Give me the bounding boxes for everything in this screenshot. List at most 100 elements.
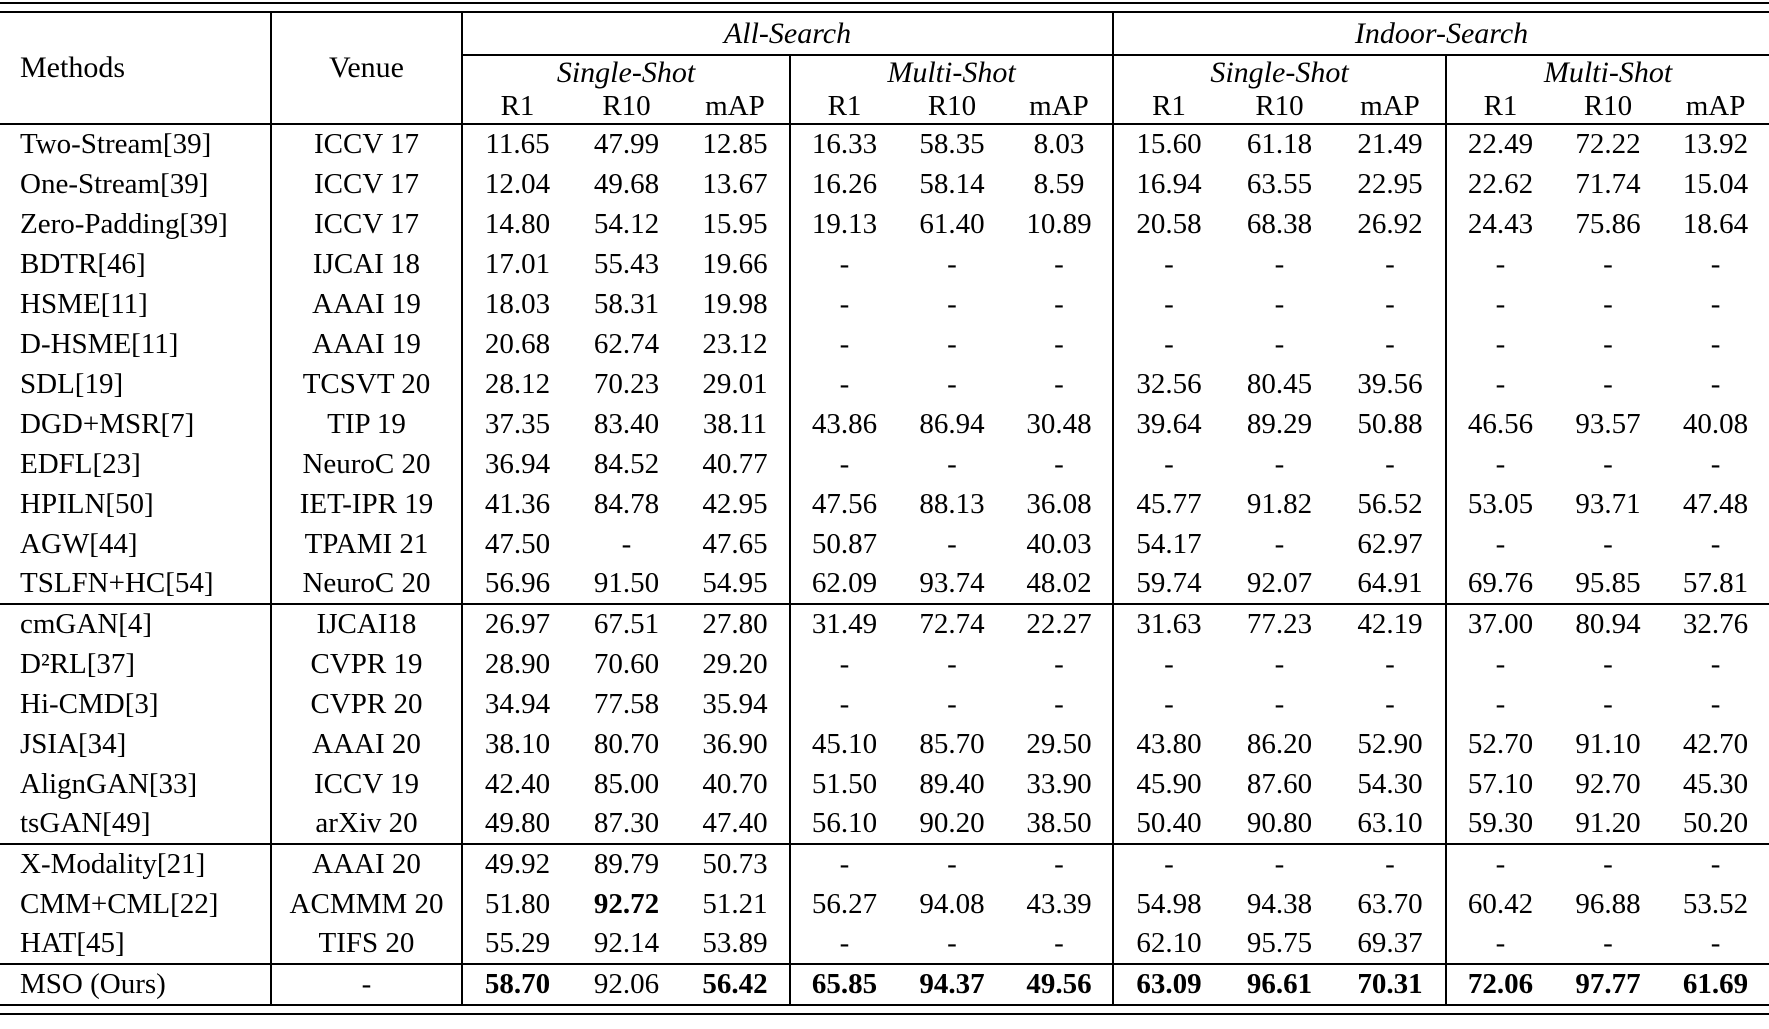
- value-cell: 53.52: [1682, 887, 1749, 920]
- value-cell: 72.06: [1446, 963, 1554, 1004]
- value-cell: -: [621, 527, 632, 560]
- value-cell: 42.19: [1335, 603, 1447, 644]
- value-cell: -: [1274, 247, 1285, 280]
- metric-header-r10: R10: [572, 90, 681, 125]
- value-cell: 8.59: [1006, 164, 1114, 204]
- method-cell: One-Stream[39]: [0, 164, 272, 204]
- value-cell: 17.01: [484, 247, 551, 280]
- value-cell: 70.60: [593, 647, 660, 680]
- value-cell: -: [839, 367, 850, 400]
- value-cell: -: [947, 247, 957, 280]
- value-cell: 45.90: [1136, 767, 1202, 800]
- table-row: tsGAN[49] arXiv 20 49.80 87.30 47.40 56.10 90.…: [0, 804, 1769, 844]
- value-cell: 59.74: [1136, 567, 1202, 599]
- value-cell: 29.50: [1006, 724, 1114, 764]
- value-cell: 15.04: [1682, 167, 1749, 200]
- value-cell: 56.10: [811, 807, 878, 839]
- method-cell: BDTR[46]: [0, 244, 272, 284]
- method-cell: Two-Stream[39]: [0, 123, 272, 164]
- method-cell: TSLFN+HC[54]: [0, 564, 272, 604]
- value-cell: -: [1710, 527, 1721, 560]
- value-cell: 91.82: [1246, 487, 1313, 520]
- value-cell: -: [1495, 287, 1506, 320]
- results-table-body: Two-Stream[39] ICCV 17 11.65 47.99 12.85 16.3…: [0, 123, 1769, 1004]
- value-cell: 92.07: [1246, 567, 1313, 599]
- venue-cell: AAAI 19: [271, 284, 463, 324]
- value-cell: 54.98: [1136, 887, 1202, 920]
- value-cell: 47.50: [484, 527, 551, 560]
- value-cell: 50.40: [1136, 807, 1202, 839]
- value-cell: 62.09: [811, 567, 878, 599]
- value-cell: -: [1224, 843, 1335, 884]
- metric-header-map: mAP: [1335, 90, 1447, 125]
- method-cell: tsGAN[49]: [0, 804, 272, 844]
- value-cell: -: [947, 647, 957, 680]
- venue-cell: CVPR 20: [271, 684, 463, 724]
- value-cell: -: [839, 287, 850, 320]
- table-row: D²RL[37] CVPR 19 28.90 70.60 29.20 - - - - - - - - -: [0, 644, 1769, 684]
- value-cell: -: [1006, 244, 1114, 284]
- value-cell: 92.14: [593, 927, 660, 959]
- value-cell: 45.10: [811, 727, 878, 760]
- value-cell: -: [1710, 327, 1721, 360]
- group-header-indoor-search: Indoor-Search: [1354, 16, 1529, 50]
- value-cell: 86.94: [919, 407, 985, 440]
- value-cell: 95.75: [1246, 927, 1313, 959]
- venue-cell: ICCV 17: [271, 204, 463, 244]
- table-row: D-HSME[11] AAAI 19 20.68 62.74 23.12 - - - - - - - -…: [0, 324, 1769, 364]
- value-cell: 40.70: [681, 764, 791, 804]
- table-row: HPILN[50] IET-IPR 19 41.36 84.78 42.95 47.56 8…: [0, 484, 1769, 524]
- value-cell: -: [947, 687, 957, 720]
- value-cell: 21.49: [1335, 123, 1447, 164]
- value-cell: 46.56: [1467, 407, 1534, 440]
- table-row: One-Stream[39] ICCV 17 12.04 49.68 13.67 16.2…: [0, 164, 1769, 204]
- value-cell: -: [1335, 284, 1447, 324]
- value-cell: -: [1164, 447, 1174, 480]
- value-cell: 92.06: [572, 963, 681, 1004]
- value-cell: -: [1335, 324, 1447, 364]
- value-cell: 47.40: [681, 804, 791, 844]
- value-cell: 43.86: [811, 407, 878, 440]
- value-cell: 16.94: [1136, 167, 1202, 200]
- value-cell: -: [1603, 647, 1613, 680]
- value-cell: -: [1335, 644, 1447, 684]
- value-cell: 20.68: [484, 327, 551, 360]
- value-cell: -: [1495, 647, 1506, 680]
- method-cell: CMM+CML[22]: [0, 884, 272, 924]
- value-cell: 94.08: [919, 887, 985, 920]
- venue-cell: ICCV 19: [271, 764, 463, 804]
- value-cell: -: [1335, 843, 1447, 884]
- value-cell: 13.92: [1662, 123, 1769, 164]
- value-cell: 51.21: [681, 884, 791, 924]
- value-cell: -: [1006, 444, 1114, 484]
- value-cell: 28.12: [484, 367, 551, 400]
- method-cell: HAT[45]: [0, 924, 272, 964]
- value-cell: -: [1006, 684, 1114, 724]
- value-cell: -: [1710, 447, 1721, 480]
- value-cell: 80.45: [1246, 367, 1313, 400]
- method-cell: SDL[19]: [0, 364, 272, 404]
- value-cell: -: [1603, 247, 1613, 280]
- venue-cell: NeuroC 20: [271, 564, 463, 604]
- value-cell: 22.95: [1335, 164, 1447, 204]
- value-cell: 42.95: [681, 484, 791, 524]
- value-cell: 58.31: [593, 287, 660, 320]
- value-cell: -: [1164, 327, 1174, 360]
- value-cell: -: [1603, 687, 1613, 720]
- value-cell: -: [947, 527, 957, 560]
- value-cell: 62.74: [593, 327, 660, 360]
- value-cell: 80.70: [593, 727, 660, 760]
- value-cell: -: [1006, 324, 1114, 364]
- value-cell: -: [1603, 927, 1613, 959]
- value-cell: -: [1274, 647, 1285, 680]
- value-cell: -: [1495, 247, 1506, 280]
- table-row: MSO (Ours) -58.70 92.06 56.42 65.85 94.37 49.5…: [0, 963, 1769, 1004]
- value-cell: 19.13: [811, 207, 878, 240]
- method-cell: AGW[44]: [0, 524, 272, 564]
- value-cell: -: [1164, 287, 1174, 320]
- value-cell: 58.14: [919, 167, 985, 200]
- value-cell: 93.57: [1575, 407, 1641, 440]
- value-cell: -: [1006, 644, 1114, 684]
- value-cell: 54.30: [1335, 764, 1447, 804]
- value-cell: 91.50: [593, 567, 660, 599]
